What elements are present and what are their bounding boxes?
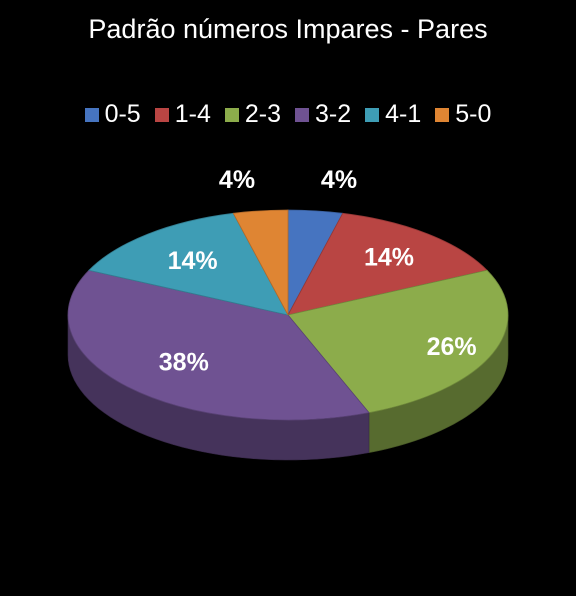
- legend-swatch-5-0: [435, 107, 450, 122]
- legend-swatch-0-5: [84, 107, 99, 122]
- chart-legend: 0-5 1-4 2-3 3-2 4-1 5-0: [0, 100, 576, 129]
- legend-label-3-2: 3-2: [315, 100, 352, 128]
- pie-labels: 4% 14% 26% 38% 14% 4%: [159, 166, 477, 377]
- legend-label-2-3: 2-3: [244, 100, 281, 128]
- pie-slice-1-4: [287, 212, 488, 316]
- pie-slice-3-2: [67, 269, 370, 421]
- legend-label-4-1: 4-1: [385, 100, 422, 128]
- legend-item-3-2: 3-2: [295, 100, 351, 129]
- legend-label-1-4: 1-4: [174, 100, 211, 128]
- chart-title: Padrão números Impares - Pares: [88, 14, 488, 44]
- data-label-2-3: 26%: [427, 333, 477, 361]
- pie-slice-4-1: [88, 212, 289, 316]
- legend-label-0-5: 0-5: [104, 100, 141, 128]
- legend-item-0-5: 0-5: [84, 100, 141, 129]
- legend-item-4-1: 4-1: [365, 100, 421, 129]
- legend-item-2-3: 2-3: [224, 100, 281, 129]
- legend-swatch-3-2: [295, 107, 309, 122]
- data-label-0-5: 4%: [321, 166, 357, 194]
- data-label-5-0: 4%: [219, 166, 255, 194]
- pie-slices: [67, 209, 509, 421]
- legend-label-5-0: 5-0: [455, 100, 492, 128]
- data-label-1-4: 14%: [364, 244, 414, 272]
- data-label-3-2: 38%: [159, 349, 209, 377]
- pie-slice-5-0: [232, 209, 289, 316]
- legend-swatch-4-1: [365, 107, 380, 122]
- data-label-4-1: 14%: [168, 247, 218, 275]
- legend-swatch-1-4: [154, 107, 169, 122]
- legend-item-5-0: 5-0: [435, 100, 491, 129]
- legend-item-1-4: 1-4: [154, 100, 211, 129]
- pie-slice-2-3: [287, 269, 509, 414]
- legend-swatch-2-3: [224, 107, 239, 122]
